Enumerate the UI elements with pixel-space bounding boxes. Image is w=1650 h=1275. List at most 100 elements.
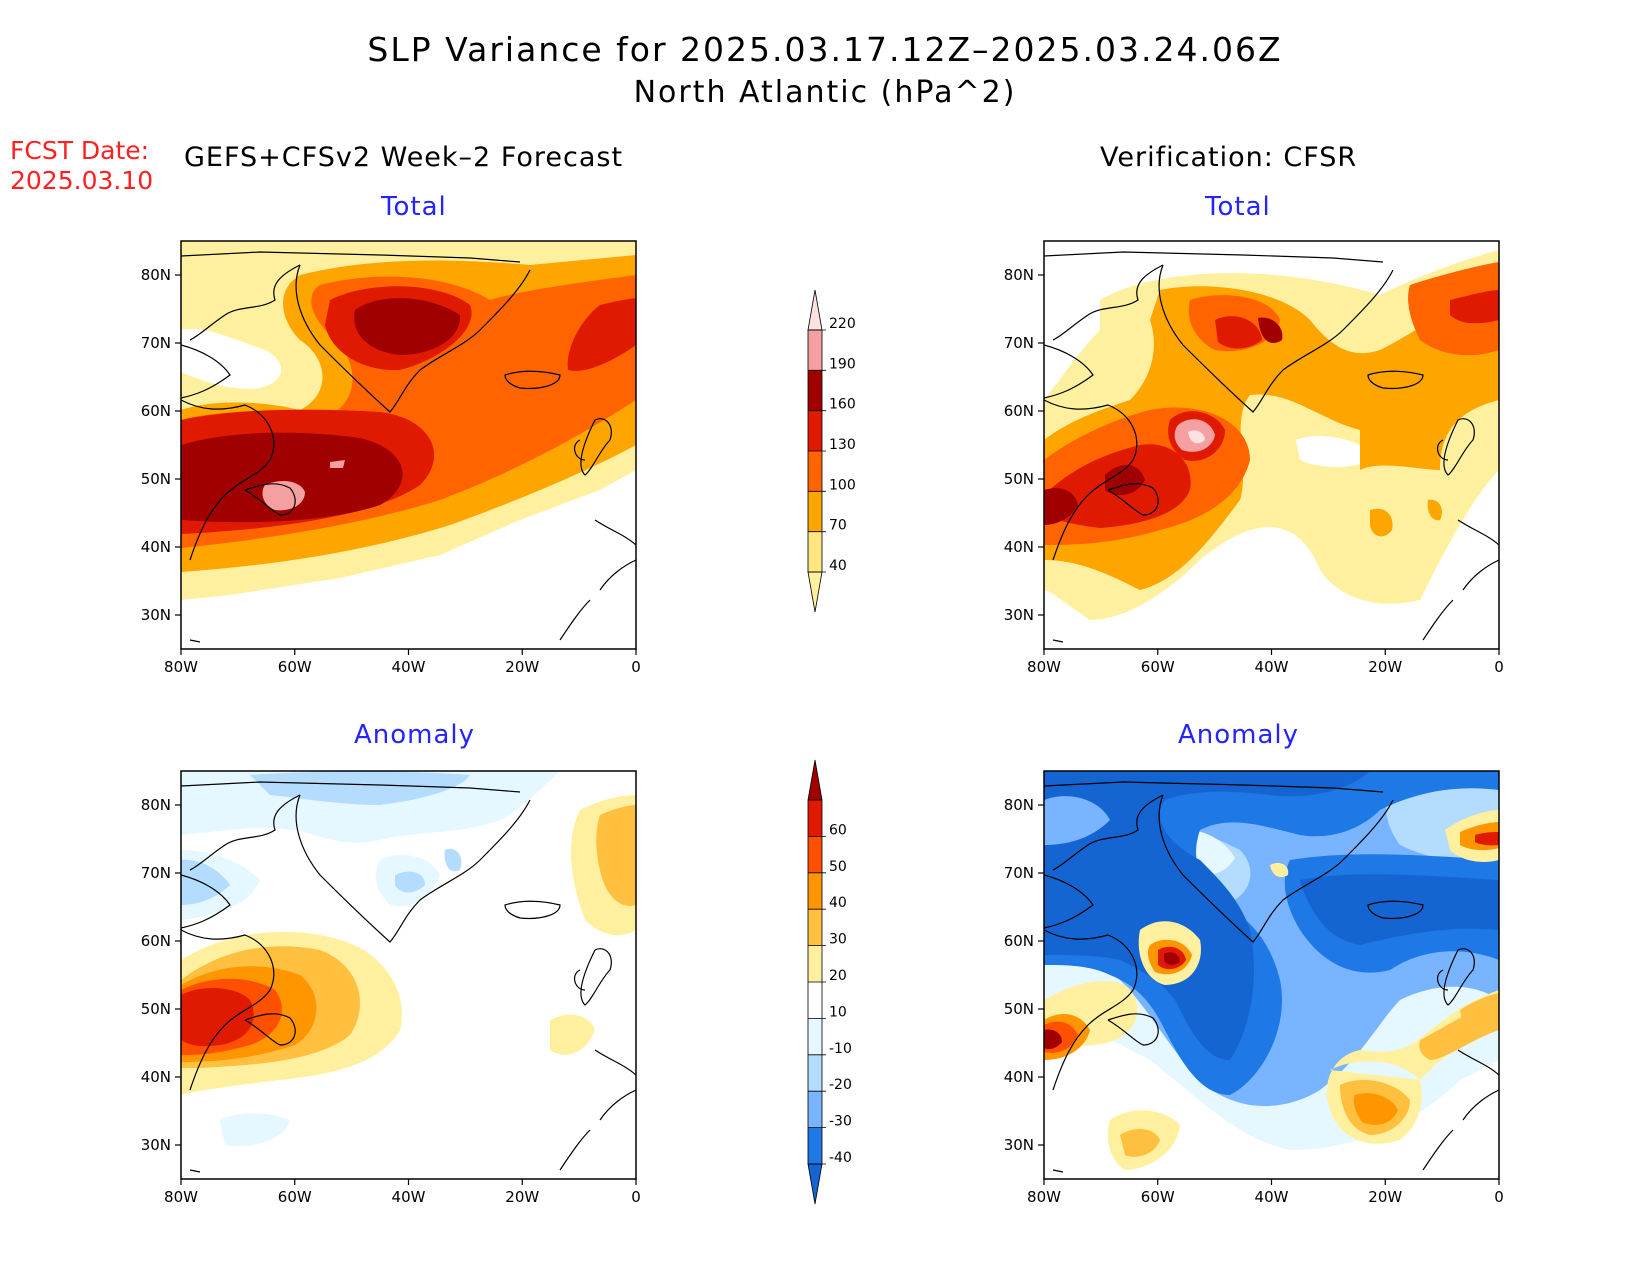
map-verification-total bbox=[1043, 240, 1500, 650]
colorbar-swatch bbox=[808, 410, 822, 451]
lon-tick-label: 0 bbox=[1494, 1188, 1504, 1206]
lat-tick-label: 40N bbox=[1004, 1068, 1034, 1086]
colorbar-swatch bbox=[808, 1091, 822, 1128]
main-subtitle: North Atlantic (hPa^2) bbox=[633, 75, 1017, 110]
lat-tick-label: 30N bbox=[141, 1136, 171, 1154]
lon-tick-label: 60W bbox=[278, 658, 312, 676]
lat-tick-label: 40N bbox=[141, 1068, 171, 1086]
lon-tick-label: 40W bbox=[1255, 1188, 1289, 1206]
lat-tick-label: 30N bbox=[141, 606, 171, 624]
shading-verification-total bbox=[1044, 250, 1499, 620]
forecast-date-value: 2025.03.10 bbox=[10, 166, 154, 195]
colorbar-label: -10 bbox=[829, 1041, 852, 1057]
axes-layer: 80N 70N 60N 50N 40N 30N 80W 60W 40W 20W 0 80N 70N 60N… bbox=[141, 266, 1504, 1206]
colorbar-swatch bbox=[808, 451, 822, 492]
lat-tick-label: 80N bbox=[141, 796, 171, 814]
colorbar-label: 70 bbox=[829, 518, 847, 534]
lon-tick-label: 40W bbox=[392, 1188, 426, 1206]
lat-tick-label: 60N bbox=[141, 932, 171, 950]
lon-tick-label: 0 bbox=[631, 658, 641, 676]
colorbar-label: 10 bbox=[829, 1004, 847, 1020]
lat-tick-label: 40N bbox=[1004, 538, 1034, 556]
coastlines-verification-total bbox=[1044, 251, 1499, 643]
colorbar-label: -30 bbox=[829, 1114, 852, 1130]
colorbar-anomaly: -40 -30 -20 -10 10 20 30 40 50 60 bbox=[807, 759, 852, 1205]
lat-tick-label: 60N bbox=[1004, 932, 1034, 950]
lat-tick-label: 30N bbox=[1004, 606, 1034, 624]
colorbar-swatch bbox=[808, 370, 822, 411]
colorbar-swatch bbox=[808, 1054, 822, 1092]
lon-tick-label: 80W bbox=[164, 1188, 198, 1206]
colorbar-extension-low bbox=[807, 571, 823, 613]
map-verification-anomaly bbox=[1043, 770, 1500, 1180]
colorbar-label: 160 bbox=[829, 397, 856, 413]
lat-tick-label: 70N bbox=[141, 334, 171, 352]
colorbar-extension-high bbox=[807, 289, 823, 331]
lon-tick-label: 40W bbox=[1255, 658, 1289, 676]
map-forecast-total bbox=[180, 240, 637, 650]
lon-tick-label: 80W bbox=[1027, 658, 1061, 676]
panel-title-verification-total: Total bbox=[1205, 192, 1271, 222]
lon-tick-label: 80W bbox=[164, 658, 198, 676]
colorbar-swatch bbox=[808, 982, 822, 1019]
lat-tick-label: 70N bbox=[1004, 334, 1034, 352]
forecast-date-label: FCST Date: bbox=[10, 136, 150, 165]
lat-tick-label: 70N bbox=[141, 864, 171, 882]
colorbar-label: 20 bbox=[829, 968, 847, 984]
lon-tick-label: 20W bbox=[1368, 658, 1402, 676]
colorbar-swatch bbox=[808, 945, 822, 982]
colorbar-label: 30 bbox=[829, 932, 847, 948]
map-forecast-anomaly bbox=[180, 770, 637, 1180]
lon-tick-label: 20W bbox=[505, 1188, 539, 1206]
colorbar-label: 190 bbox=[829, 356, 856, 372]
lon-tick-label: 0 bbox=[631, 1188, 641, 1206]
lat-tick-label: 80N bbox=[1004, 796, 1034, 814]
panel-title-forecast-anomaly: Anomaly bbox=[354, 720, 476, 750]
colorbar-label: 220 bbox=[829, 316, 856, 332]
colorbar-label: 100 bbox=[829, 477, 856, 493]
lat-tick-label: 50N bbox=[1004, 470, 1034, 488]
colorbar-label: 40 bbox=[829, 895, 847, 911]
lon-tick-label: 0 bbox=[1494, 658, 1504, 676]
colorbar-total: 40 70 100 130 160 190 220 bbox=[807, 289, 856, 613]
lat-tick-label: 80N bbox=[141, 266, 171, 284]
lon-tick-label: 60W bbox=[1141, 658, 1175, 676]
shading-forecast-total bbox=[181, 241, 636, 600]
colorbar-swatch bbox=[808, 800, 822, 837]
verification-column-header: Verification: CFSR bbox=[1100, 142, 1358, 173]
colorbar-swatch bbox=[808, 872, 822, 910]
coastlines-forecast-anomaly bbox=[181, 781, 636, 1173]
lat-tick-label: 40N bbox=[141, 538, 171, 556]
colorbar-label: -20 bbox=[829, 1077, 852, 1093]
colorbar-swatch bbox=[808, 1127, 822, 1164]
forecast-column-header: GEFS+CFSv2 Week–2 Forecast bbox=[184, 142, 624, 173]
colorbar-swatch bbox=[808, 836, 822, 873]
colorbar-label: 60 bbox=[829, 822, 847, 838]
colorbar-swatch bbox=[808, 330, 822, 371]
colorbar-label: -40 bbox=[829, 1150, 852, 1166]
lon-tick-label: 20W bbox=[505, 658, 539, 676]
lon-tick-label: 60W bbox=[1141, 1188, 1175, 1206]
lat-tick-label: 50N bbox=[141, 1000, 171, 1018]
lon-tick-label: 80W bbox=[1027, 1188, 1061, 1206]
colorbar-swatch bbox=[808, 531, 822, 572]
lat-tick-label: 50N bbox=[1004, 1000, 1034, 1018]
panel-title-verification-anomaly: Anomaly bbox=[1178, 720, 1300, 750]
main-title: SLP Variance for 2025.03.17.12Z–2025.03.… bbox=[367, 30, 1283, 69]
coastlines-forecast-total bbox=[181, 251, 636, 643]
colorbar-extension-low bbox=[807, 1163, 823, 1205]
colorbar-extension-high bbox=[807, 759, 823, 801]
lat-tick-label: 70N bbox=[1004, 864, 1034, 882]
lat-tick-label: 60N bbox=[1004, 402, 1034, 420]
lon-tick-label: 60W bbox=[278, 1188, 312, 1206]
colorbar-label: 130 bbox=[829, 437, 856, 453]
panel-title-forecast-total: Total bbox=[381, 192, 447, 222]
shading-forecast-anomaly bbox=[181, 771, 636, 1147]
lat-tick-label: 80N bbox=[1004, 266, 1034, 284]
shading-verification-anomaly bbox=[1044, 771, 1499, 1179]
lat-tick-label: 30N bbox=[1004, 1136, 1034, 1154]
coastlines-verification-anomaly bbox=[1044, 781, 1499, 1173]
lat-tick-label: 60N bbox=[141, 402, 171, 420]
colorbar-swatch bbox=[808, 909, 822, 946]
